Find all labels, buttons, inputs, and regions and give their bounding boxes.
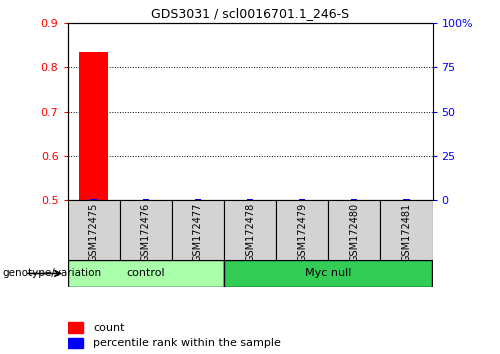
Bar: [172, 200, 224, 260]
Bar: [404, 199, 409, 200]
Text: GSM172480: GSM172480: [350, 203, 360, 262]
Bar: [68, 200, 120, 260]
Bar: [224, 200, 276, 260]
Text: GSM172478: GSM172478: [245, 203, 255, 262]
Bar: [247, 199, 253, 200]
Text: count: count: [93, 323, 124, 333]
Bar: [351, 199, 358, 200]
Bar: [68, 322, 83, 333]
Text: GSM172479: GSM172479: [297, 203, 307, 262]
Text: genotype/variation: genotype/variation: [2, 268, 102, 279]
Text: GSM172477: GSM172477: [193, 203, 203, 262]
Bar: [224, 260, 432, 287]
Title: GDS3031 / scl0016701.1_246-S: GDS3031 / scl0016701.1_246-S: [151, 7, 349, 21]
Bar: [299, 199, 306, 200]
Bar: [79, 52, 108, 200]
Bar: [120, 200, 172, 260]
Bar: [68, 337, 83, 348]
Bar: [90, 199, 96, 200]
Text: GSM172481: GSM172481: [402, 203, 411, 262]
Bar: [276, 200, 328, 260]
Text: Myc null: Myc null: [305, 268, 352, 279]
Bar: [194, 199, 201, 200]
Text: GSM172475: GSM172475: [88, 203, 99, 262]
Text: GSM172476: GSM172476: [140, 203, 150, 262]
Text: percentile rank within the sample: percentile rank within the sample: [93, 338, 281, 348]
Bar: [380, 200, 432, 260]
Bar: [142, 199, 149, 200]
Text: control: control: [126, 268, 165, 279]
Bar: [328, 200, 380, 260]
Bar: [68, 260, 224, 287]
